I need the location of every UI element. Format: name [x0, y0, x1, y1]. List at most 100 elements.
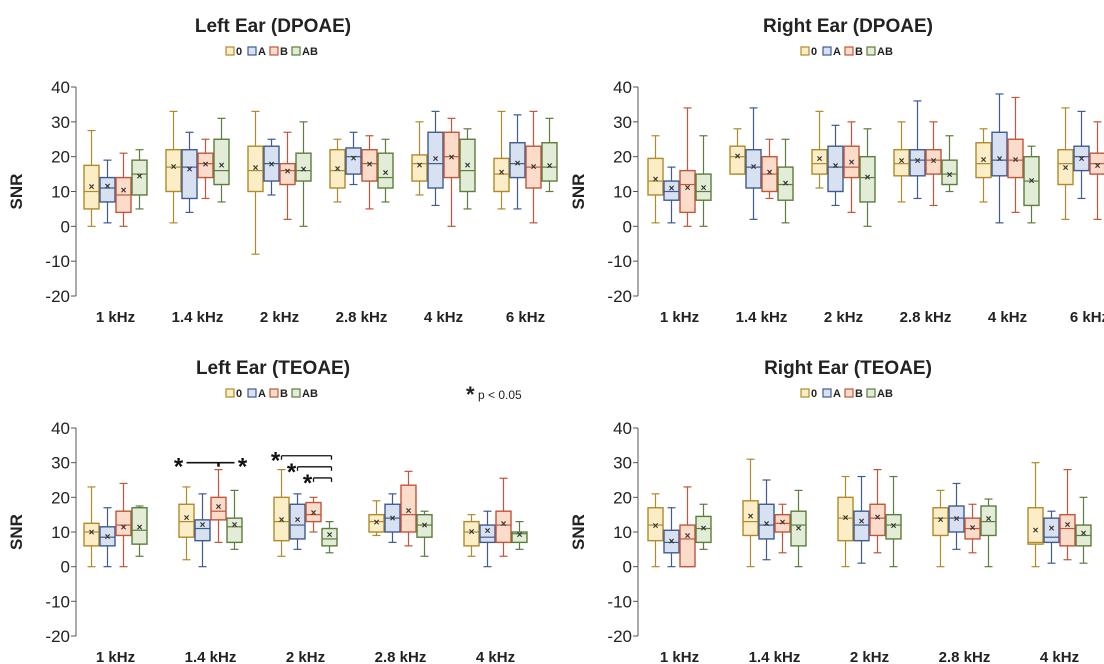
mean-marker: × — [1063, 163, 1069, 174]
x-tick-label: 2 kHz — [850, 649, 889, 664]
x-tick-label: 6 kHz — [1070, 309, 1104, 326]
y-tick-label: 20 — [613, 148, 632, 167]
mean-marker: × — [1033, 525, 1039, 536]
mean-marker: × — [653, 521, 659, 532]
mean-marker: × — [653, 174, 659, 185]
box-A-4kHz: × — [427, 110, 444, 207]
legend-label-AB: AB — [302, 388, 318, 400]
legend-swatch-AB — [291, 46, 301, 56]
box-AB-1kHz: × — [131, 505, 148, 557]
box-B-1kHz: × — [679, 486, 696, 568]
chart-title: Right Ear (TEOAE) — [764, 358, 932, 379]
box-0-2kHz: × — [811, 110, 828, 189]
legend-swatch-B — [844, 388, 854, 398]
x-tick-label: 1.4 kHz — [736, 309, 788, 326]
box-AB-6kHz: × — [541, 117, 558, 193]
mean-marker: × — [121, 522, 127, 533]
box-body — [837, 496, 854, 542]
box-body — [411, 154, 428, 182]
mean-marker: × — [171, 162, 177, 173]
y-tick-label: -10 — [45, 252, 70, 271]
legend-label-B: B — [280, 46, 288, 58]
box-body — [321, 527, 338, 547]
box-body — [869, 503, 886, 537]
sig-star: * — [238, 454, 248, 481]
box-0-2kHz: × — [273, 469, 290, 557]
y-tick-label: 30 — [51, 113, 70, 132]
y-tick-label: 0 — [623, 558, 632, 577]
x-tick-label: 4 kHz — [476, 649, 515, 664]
y-tick-label: -20 — [45, 287, 70, 306]
box-body — [213, 138, 230, 186]
box-AB-1p4kHz: × — [213, 117, 230, 203]
box-body — [695, 173, 712, 201]
legend-label-0: 0 — [811, 46, 817, 58]
mean-marker: × — [105, 181, 111, 192]
y-axis-label: SNR — [7, 174, 26, 210]
box-B-2kHz: × — [843, 121, 860, 213]
mean-marker: × — [701, 524, 707, 535]
legend-swatch-AB — [291, 388, 301, 398]
box-B-2p8kHz: × — [400, 470, 417, 547]
mean-marker: × — [253, 163, 259, 174]
box-0-4kHz: × — [463, 514, 480, 557]
y-tick-label: 40 — [51, 78, 70, 97]
box-body — [647, 507, 664, 542]
box-B-4kHz: × — [1007, 96, 1024, 213]
box-A-2p8kHz: × — [345, 131, 362, 186]
box-A-2kHz: × — [263, 138, 280, 196]
mean-marker: × — [547, 161, 553, 172]
box-0-1p4kHz: × — [742, 458, 759, 568]
mean-marker: × — [865, 173, 871, 184]
box-body — [463, 520, 480, 547]
x-tick-label: 1.4 kHz — [749, 649, 801, 664]
mean-marker: × — [891, 521, 897, 532]
x-tick-label: 2 kHz — [824, 309, 863, 326]
mean-marker: × — [121, 185, 127, 196]
mean-marker: × — [833, 161, 839, 172]
box-A-1kHz: × — [99, 159, 116, 224]
box-A-2kHz: × — [853, 475, 870, 564]
chart-panel-3: Left Ear (TEOAE)0 A B AB-20-10010203040SNR1… — [7, 358, 528, 664]
box-A-1p4kHz: × — [745, 107, 762, 220]
box-0-2p8kHz: × — [932, 489, 949, 568]
mean-marker: × — [433, 154, 439, 165]
mean-marker: × — [701, 183, 707, 194]
box-0-1kHz: × — [83, 129, 100, 227]
box-body — [273, 496, 290, 542]
x-tick-label: 6 kHz — [506, 309, 545, 326]
box-0-1p4kHz: × — [165, 110, 182, 224]
chart-title: Left Ear (DPOAE) — [195, 16, 351, 37]
box-B-1kHz: × — [679, 107, 696, 227]
legend-swatch-B — [844, 46, 854, 56]
box-A-4kHz: × — [991, 93, 1008, 224]
box-body — [416, 513, 433, 538]
sig-star: * — [287, 459, 297, 486]
chart-panel-2: Right Ear (DPOAE)0 A B AB-20-10010203040SNR… — [569, 16, 1104, 326]
box-B-6kHz: × — [525, 110, 542, 224]
x-tick-label: 2 kHz — [286, 649, 325, 664]
y-tick-label: 20 — [613, 488, 632, 507]
mean-marker: × — [269, 159, 275, 170]
mean-marker: × — [843, 513, 849, 524]
box-0-4kHz: × — [975, 128, 992, 203]
box-0-1kHz: × — [647, 493, 664, 568]
mean-marker: × — [685, 531, 691, 542]
box-body — [975, 142, 992, 179]
legend-swatch-0 — [225, 46, 235, 56]
box-body — [377, 152, 394, 189]
box-AB-1kHz: × — [695, 503, 712, 550]
mean-marker: × — [89, 182, 95, 193]
box-A-2kHz: × — [827, 124, 844, 207]
box-body — [909, 148, 926, 177]
mean-marker: × — [735, 152, 741, 163]
legend-swatch-AB — [866, 46, 876, 56]
mean-marker: × — [219, 160, 225, 171]
box-0-2p8kHz: × — [329, 138, 346, 203]
box-body — [443, 131, 460, 179]
mean-marker: × — [417, 160, 423, 171]
mean-marker: × — [216, 502, 222, 513]
box-body — [941, 159, 958, 186]
box-B-2p8kHz: × — [964, 503, 981, 554]
mean-marker: × — [1029, 176, 1035, 187]
